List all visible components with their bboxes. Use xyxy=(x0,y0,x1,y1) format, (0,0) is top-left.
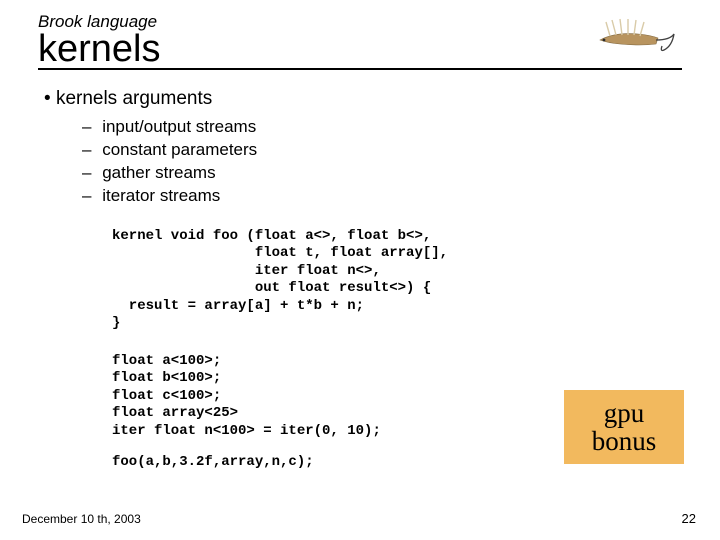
code-kernel-def: kernel void foo (float a<>, float b<>, f… xyxy=(112,228,682,333)
slide: Brook language kernels kernels arguments… xyxy=(0,0,720,540)
bullet-level1: kernels arguments xyxy=(44,88,682,110)
gpu-bonus-badge: gpu bonus xyxy=(564,390,684,464)
footer-page-number: 22 xyxy=(682,511,696,526)
footer-date: December 10 th, 2003 xyxy=(22,512,141,526)
bullet-level2-item: constant parameters xyxy=(82,139,682,162)
bullet-level2-item: iterator streams xyxy=(82,185,682,208)
bullet-level2-item: gather streams xyxy=(82,162,682,185)
fly-fishing-logo xyxy=(590,10,680,58)
bullet-level2-item: input/output streams xyxy=(82,116,682,139)
bonus-line1: gpu xyxy=(604,399,645,427)
bonus-line2: bonus xyxy=(592,427,657,455)
page-title: kernels xyxy=(38,30,682,70)
